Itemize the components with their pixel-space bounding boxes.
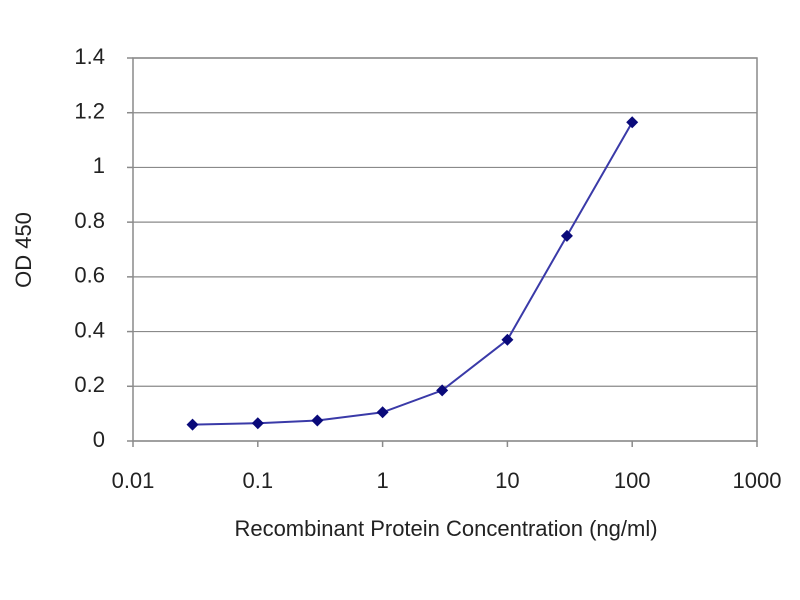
y-tick-label: 0.6 [74, 263, 105, 288]
y-tick-label: 1 [93, 153, 105, 178]
data-point [501, 333, 514, 346]
x-tick-label: 0.01 [112, 468, 155, 493]
x-tick-label: 100 [614, 468, 651, 493]
data-point [376, 406, 389, 419]
y-tick-label: 1.2 [74, 99, 105, 124]
y-tick-label: 0 [93, 427, 105, 452]
y-tick-label: 0.4 [74, 317, 105, 342]
x-tick-label: 1 [376, 468, 388, 493]
data-line [192, 121, 634, 426]
data-point [186, 418, 199, 431]
plot-border [132, 57, 758, 442]
y-tick-label: 1.4 [74, 44, 105, 69]
y-tick-label: 0.8 [74, 208, 105, 233]
data-point [626, 116, 639, 129]
x-tick-label: 0.1 [243, 468, 274, 493]
x-tick-label: 1000 [733, 468, 782, 493]
x-axis-title: Recombinant Protein Concentration (ng/ml… [234, 516, 657, 541]
data-point [251, 417, 264, 430]
y-tick-label: 0.2 [74, 372, 105, 397]
data-point [560, 229, 573, 242]
x-tick-label: 10 [495, 468, 519, 493]
data-point [436, 384, 449, 397]
data-point [311, 414, 324, 427]
y-axis-title: OD 450 [11, 212, 36, 288]
